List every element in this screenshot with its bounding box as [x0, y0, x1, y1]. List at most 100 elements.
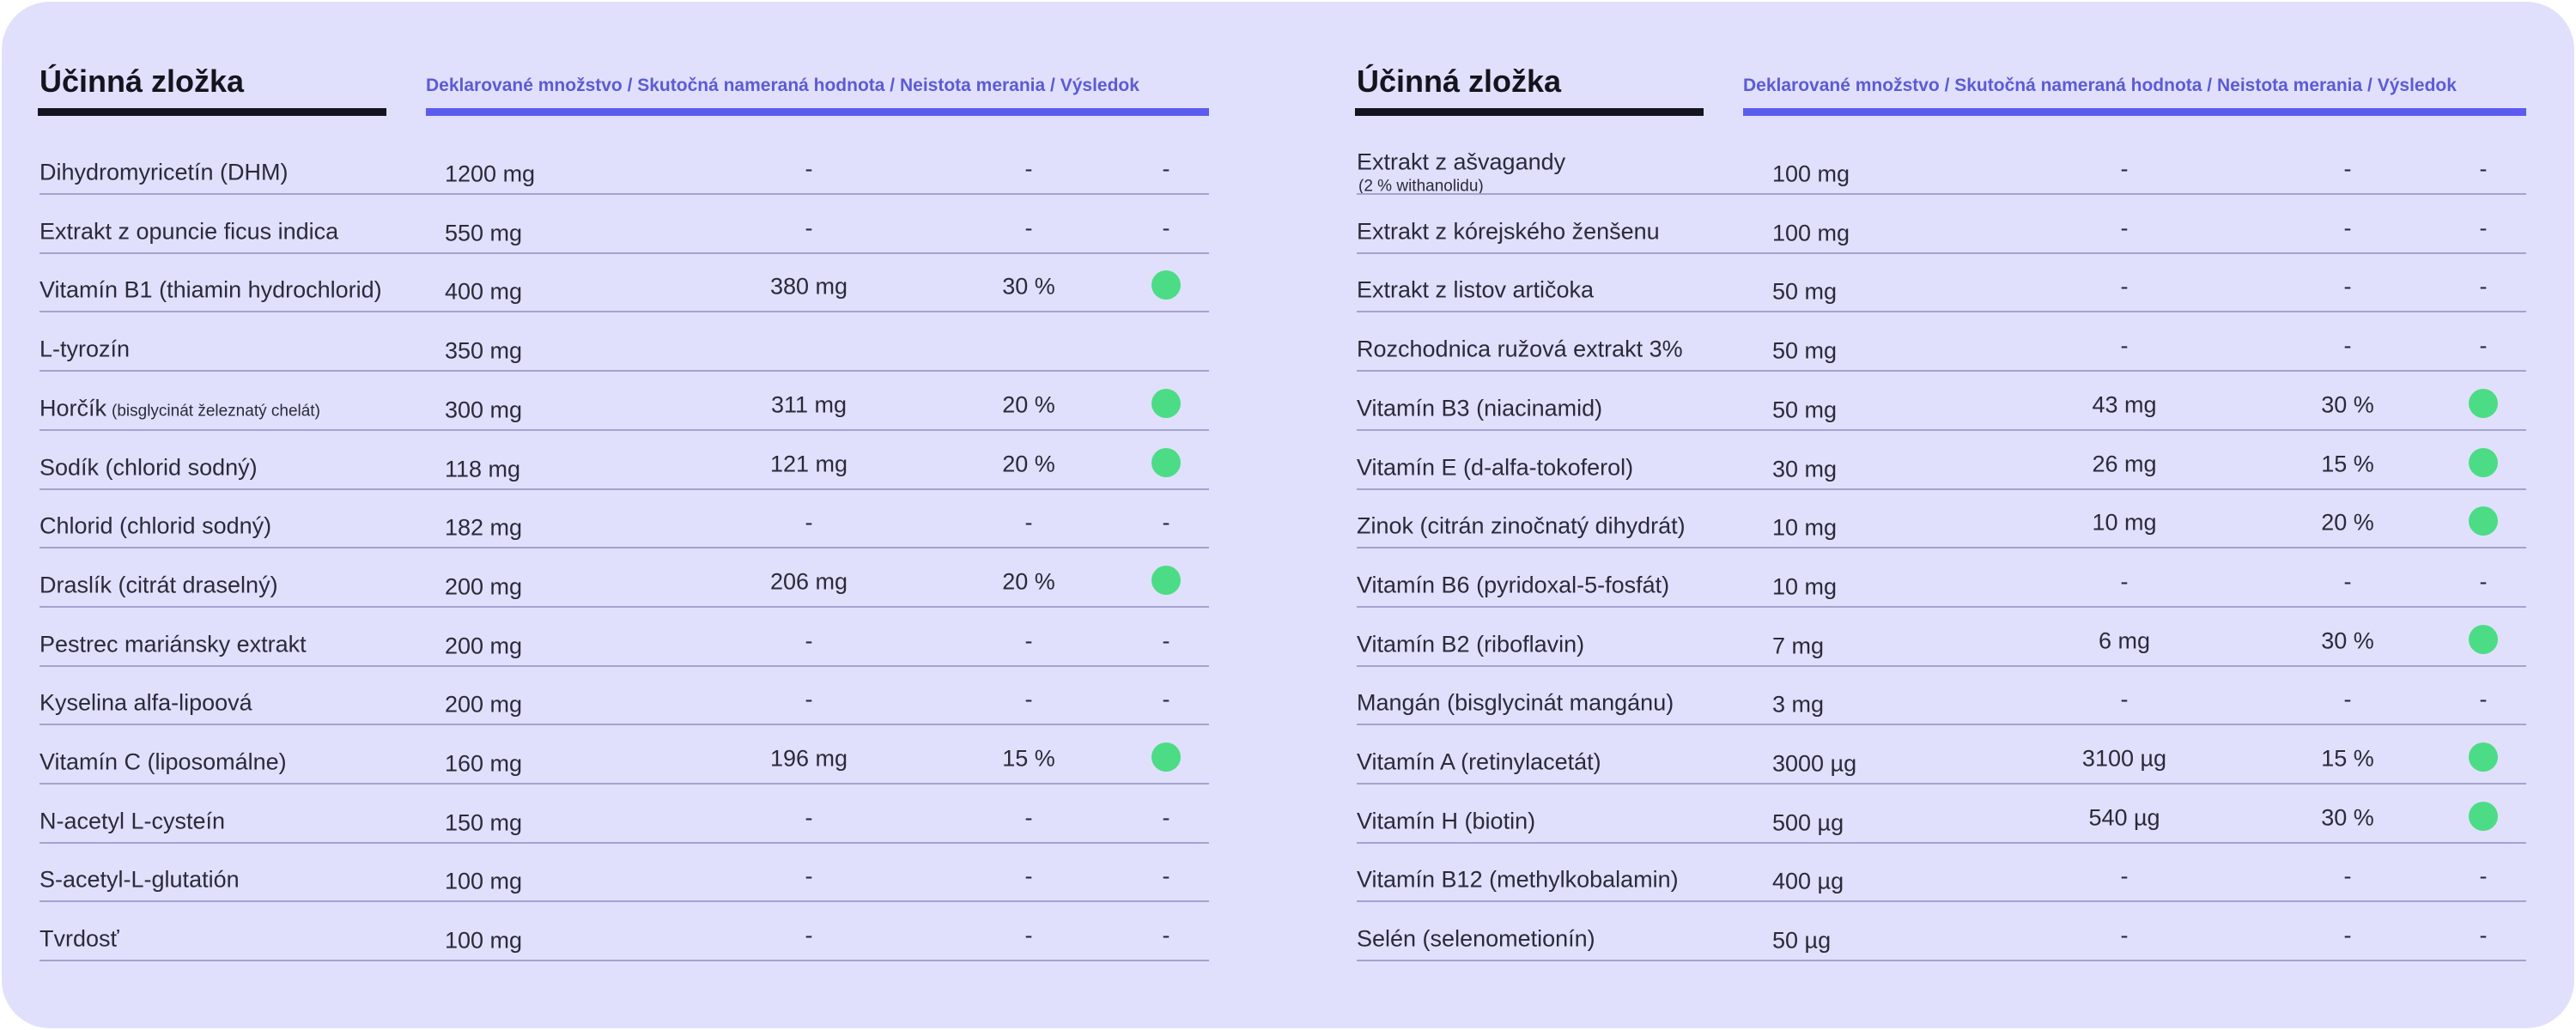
ingredient-name: Pestrec mariánsky extrakt [39, 631, 307, 657]
uncertainty: 30 % [1002, 273, 1055, 300]
table-title: Účinná zložka [39, 64, 245, 99]
row-rule [1357, 428, 2526, 431]
declared-amount: 50 mg [1772, 337, 1838, 364]
ingredient-name: Vitamín B2 (riboflavin) [1357, 631, 1585, 657]
declared-amount: 100 mg [445, 868, 523, 894]
uncertainty: - [1024, 509, 1033, 536]
result: - [2479, 155, 2488, 182]
measured-value: 540 µg [2088, 804, 2160, 831]
row-rule [39, 488, 1209, 490]
declared-amount: 10 mg [1772, 514, 1838, 541]
ingredient-name: Vitamín B6 (pyridoxal-5-fosfát) [1357, 572, 1670, 598]
declared-amount: 7 mg [1772, 633, 1825, 659]
result-pass-dot [2469, 742, 2498, 772]
row-rule [1357, 251, 2526, 254]
declared-amount: 182 mg [445, 514, 523, 541]
row-rule [1357, 311, 2526, 313]
result: - [2479, 568, 2488, 595]
measured-value: 380 mg [769, 273, 848, 300]
ingredient-name: Horčík (bisglycinát železnatý chelát) [39, 395, 320, 421]
row-rule [39, 251, 1209, 254]
measured-value: - [2120, 332, 2129, 359]
result: - [1162, 686, 1170, 712]
ingredient-name: Chlorid (chlorid sodný) [39, 512, 272, 539]
measured-value: 121 mg [769, 451, 848, 476]
uncertainty: - [1024, 804, 1033, 831]
uncertainty: 30 % [2321, 804, 2374, 831]
measured-value: - [2120, 922, 2129, 948]
result-pass-dot [2469, 447, 2498, 477]
declared-amount: 50 mg [1772, 278, 1838, 305]
columns-underline [1743, 108, 2526, 116]
row-rule [39, 311, 1209, 313]
ingredient-name: Vitamín H (biotin) [1357, 808, 1536, 834]
measured-value: - [2120, 568, 2129, 595]
result-pass-dot [2469, 506, 2498, 536]
ingredient-name: Dihydromyricetín (DHM) [39, 159, 289, 185]
ingredient-name: L-tyrozín [39, 336, 131, 362]
measured-value: - [805, 863, 813, 889]
result: - [2479, 863, 2488, 889]
ingredient-name: Extrakt z listov artičoka [1357, 276, 1595, 303]
row-rule [1357, 841, 2526, 844]
uncertainty: - [1024, 863, 1033, 889]
uncertainty: - [2343, 922, 2352, 948]
row-rule [1357, 783, 2526, 785]
uncertainty: - [2343, 273, 2352, 300]
measured-value: - [805, 922, 813, 948]
result-pass-dot [2469, 388, 2498, 418]
ingredient-name: Draslík (citrát draselný) [39, 572, 278, 598]
result: - [1162, 215, 1170, 241]
row-rule [39, 783, 1209, 785]
declared-amount: 150 mg [445, 809, 523, 836]
row-rule [1357, 370, 2526, 373]
measured-value: - [805, 804, 813, 831]
result: - [2479, 273, 2488, 300]
uncertainty: - [2343, 155, 2352, 182]
result: - [2479, 215, 2488, 241]
declared-amount: 350 mg [445, 337, 523, 364]
result: - [1162, 804, 1170, 831]
measured-value: 6 mg [2098, 627, 2151, 654]
ingredient-name: Tvrdosť [39, 925, 119, 952]
measured-value: 196 mg [769, 745, 848, 772]
ingredient-note: (2 % withanolidu) [1358, 177, 1484, 196]
declared-amount: 200 mg [445, 691, 523, 718]
declared-amount: 50 mg [1772, 397, 1838, 423]
title-underline [38, 108, 386, 116]
ingredient-name: Zinok (citrán zinočnatý dihydrát) [1357, 512, 1686, 539]
result: - [2479, 922, 2488, 948]
uncertainty: - [2343, 686, 2352, 712]
result: - [2479, 686, 2488, 712]
result: - [1162, 509, 1170, 536]
declared-amount: 200 mg [445, 573, 523, 600]
ingredient-name: Vitamín A (retinylacetát) [1357, 748, 1601, 775]
result-pass-dot [1151, 270, 1181, 300]
row-rule [39, 724, 1209, 726]
row-rule [39, 547, 1209, 549]
measured-value: - [805, 509, 813, 536]
uncertainty: 20 % [2321, 509, 2374, 536]
declared-amount: 300 mg [445, 397, 523, 423]
declared-amount: 10 mg [1772, 573, 1838, 600]
measured-value: 43 mg [2092, 391, 2157, 418]
ingredient-name: Extrakt z opuncie ficus indica [39, 218, 339, 245]
ingredient-name: Kyselina alfa-lipoová [39, 689, 252, 716]
table-title: Účinná zložka [1357, 64, 1562, 99]
result: - [2479, 332, 2488, 359]
uncertainty: - [1024, 686, 1033, 712]
declared-amount: 100 mg [1772, 161, 1850, 187]
measured-value: - [2120, 863, 2129, 889]
measured-value: - [2120, 155, 2129, 182]
measured-value: 206 mg [769, 568, 848, 595]
columns-underline [426, 108, 1209, 116]
uncertainty: 20 % [1002, 568, 1055, 595]
declared-amount: 50 µg [1772, 927, 1832, 954]
row-rule [1357, 960, 2526, 962]
result-pass-dot [1151, 742, 1181, 772]
row-rule [1357, 664, 2526, 667]
measured-value: - [2120, 273, 2129, 300]
uncertainty: 20 % [1002, 391, 1055, 418]
row-rule [39, 960, 1209, 962]
measured-value: 311 mg [770, 391, 848, 418]
